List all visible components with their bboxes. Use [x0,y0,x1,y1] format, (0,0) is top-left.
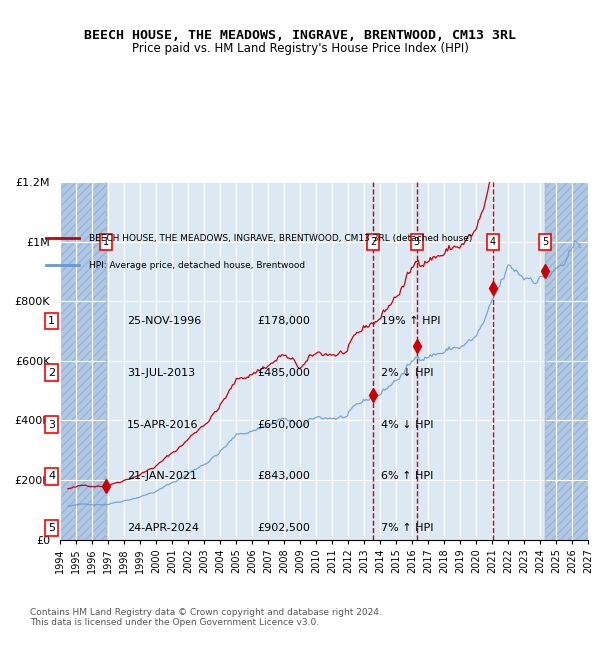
Text: 4: 4 [490,237,496,246]
Text: 7% ↑ HPI: 7% ↑ HPI [381,523,433,533]
Text: 25-NOV-1996: 25-NOV-1996 [127,316,202,326]
Text: BEECH HOUSE, THE MEADOWS, INGRAVE, BRENTWOOD, CM13 3RL: BEECH HOUSE, THE MEADOWS, INGRAVE, BRENT… [84,29,516,42]
Text: £650,000: £650,000 [257,419,310,430]
Text: BEECH HOUSE, THE MEADOWS, INGRAVE, BRENTWOOD, CM13 3RL (detached house): BEECH HOUSE, THE MEADOWS, INGRAVE, BRENT… [89,234,473,243]
Text: £178,000: £178,000 [257,316,310,326]
Text: £902,500: £902,500 [257,523,310,533]
Text: 21-JAN-2021: 21-JAN-2021 [127,471,197,481]
Text: 5: 5 [48,523,55,533]
Text: 4% ↓ HPI: 4% ↓ HPI [381,419,433,430]
Bar [60,182,106,540]
Text: 2: 2 [48,368,55,378]
Text: Contains HM Land Registry data © Crown copyright and database right 2024.
This d: Contains HM Land Registry data © Crown c… [30,608,382,627]
Text: 31-JUL-2013: 31-JUL-2013 [127,368,196,378]
Text: 2: 2 [370,237,376,246]
Bar [60,182,106,540]
Text: 24-APR-2024: 24-APR-2024 [127,523,199,533]
Text: Price paid vs. HM Land Registry's House Price Index (HPI): Price paid vs. HM Land Registry's House … [131,42,469,55]
Text: 1: 1 [48,316,55,326]
Text: 1: 1 [103,237,109,246]
Text: 6% ↑ HPI: 6% ↑ HPI [381,471,433,481]
Text: 2% ↓ HPI: 2% ↓ HPI [381,368,433,378]
Bar [545,182,588,540]
Text: £485,000: £485,000 [257,368,310,378]
Text: 5: 5 [542,237,548,246]
Text: HPI: Average price, detached house, Brentwood: HPI: Average price, detached house, Bren… [89,261,305,270]
Text: 3: 3 [413,237,420,246]
Bar [545,182,588,540]
Text: 15-APR-2016: 15-APR-2016 [127,419,199,430]
Text: 4: 4 [48,471,55,481]
Text: £843,000: £843,000 [257,471,310,481]
Text: 19% ↑ HPI: 19% ↑ HPI [381,316,440,326]
Text: 3: 3 [48,419,55,430]
